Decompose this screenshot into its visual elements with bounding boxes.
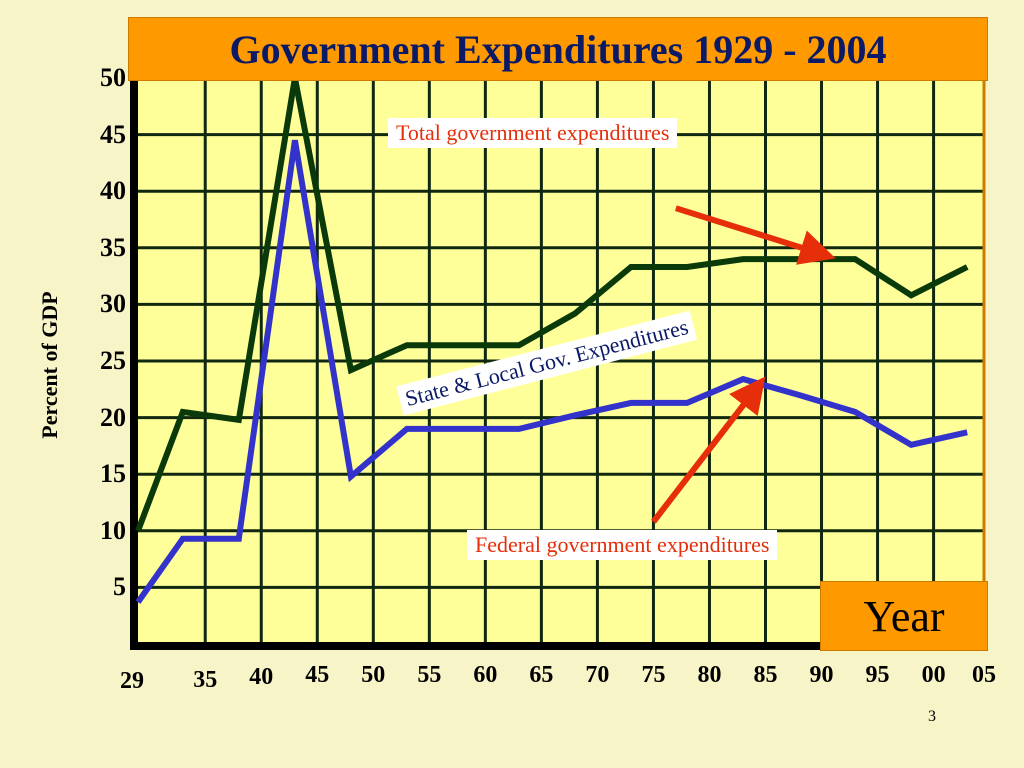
y-tick-label: 40 [100, 176, 126, 206]
x-tick-label: 35 [193, 667, 218, 693]
x-tick-label: 40 [249, 664, 274, 690]
x-tick-label: 95 [865, 662, 890, 688]
y-axis-label: Percent of GDP [37, 291, 62, 439]
x-tick-label: 70 [585, 662, 610, 688]
x-tick-label: 29 [120, 668, 144, 694]
y-tick-label: 20 [100, 402, 126, 432]
x-tick-label: 80 [697, 662, 722, 688]
y-tick-label: 15 [100, 459, 126, 489]
y-tick-label: 50 [100, 63, 126, 92]
x-tick-label: 75 [641, 662, 666, 688]
x-tick-label: 05 [972, 662, 996, 688]
y-tick-label: 5 [113, 572, 126, 602]
x-tick-label: 65 [529, 662, 554, 688]
x-tick-label: 55 [417, 662, 442, 688]
chart-title: Government Expenditures 1929 - 2004 [128, 17, 988, 81]
arrow-layer [651, 205, 836, 524]
x-tick-label: 00 [921, 662, 946, 688]
x-tick-label: 45 [305, 662, 330, 688]
x-tick-label: 90 [809, 662, 834, 688]
x-tick-label: 60 [473, 662, 498, 688]
y-tick-label: 45 [100, 119, 126, 149]
y-tick-label: 35 [100, 232, 126, 262]
x-axis-label: Year [820, 581, 988, 651]
y-tick-label: 25 [100, 346, 126, 375]
arrow-total [674, 205, 836, 265]
y-tick-label: 30 [100, 289, 126, 319]
federal-annotation-label: Federal government expenditures [467, 530, 778, 560]
x-tick-label: 85 [753, 662, 778, 688]
y-tick-label: 10 [100, 515, 126, 545]
arrow-federal [651, 376, 766, 524]
x-tick-label: 50 [361, 662, 386, 688]
total-annotation-label: Total government expenditures [388, 118, 678, 148]
page-number: 3 [928, 708, 936, 725]
